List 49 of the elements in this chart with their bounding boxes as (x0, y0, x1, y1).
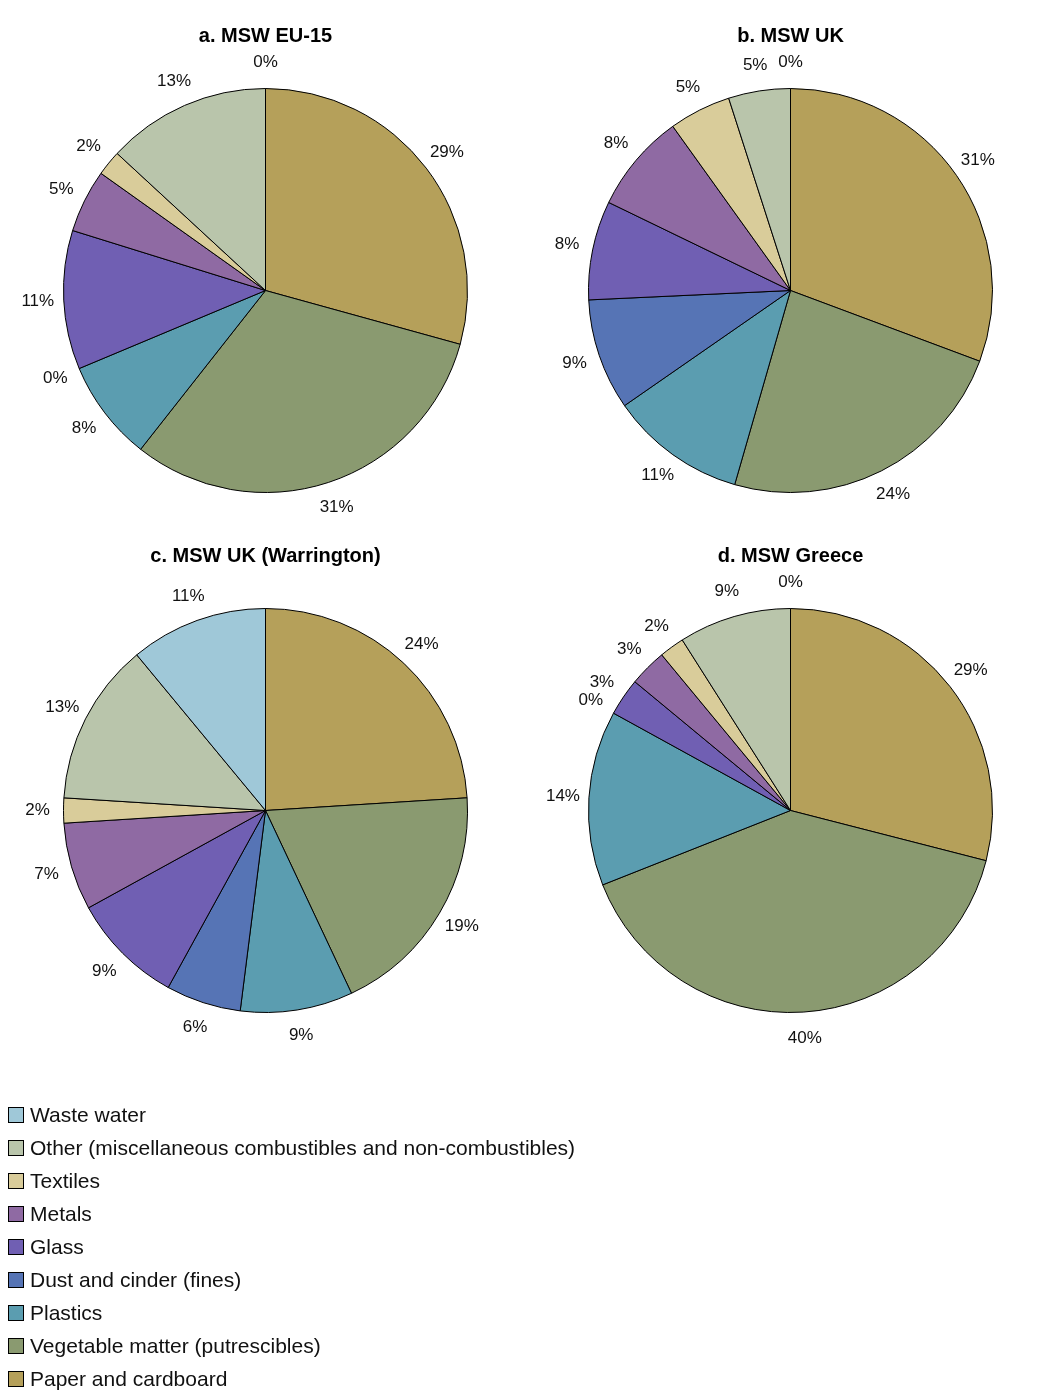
data-label: 5% (675, 76, 701, 96)
legend-label: Glass (30, 1234, 84, 1259)
data-label: 6% (182, 1017, 208, 1037)
text: 0% (778, 572, 803, 592)
data-label: 8% (603, 133, 629, 153)
data-label: 5% (48, 178, 74, 198)
data-label: 29% (429, 142, 464, 162)
data-label: 3% (616, 638, 642, 658)
data-label: 14% (545, 785, 580, 805)
legend-label: Plastics (30, 1300, 103, 1325)
data-label: 13% (45, 696, 80, 716)
data-label: 24% (404, 633, 439, 653)
data-label: 5% (742, 54, 768, 74)
text: 0% (253, 52, 278, 72)
legend-label: Other (miscellaneous combustibles and non-combustibles) (30, 1135, 576, 1160)
data-label: 31% (960, 150, 995, 170)
data-label: 13% (157, 71, 192, 91)
data-label: 8% (554, 234, 580, 254)
data-label: 40% (787, 1027, 822, 1047)
data-label: 9% (91, 961, 117, 981)
text: 0% (778, 52, 803, 72)
data-label: 2% (76, 136, 101, 156)
chart-title: c. MSW UK (Warrington) (150, 543, 381, 566)
data-label: 31% (319, 496, 354, 516)
legend-label: Dust and cinder (fines) (30, 1267, 242, 1292)
data-label: 11% (171, 585, 205, 605)
data-label: 3% (589, 672, 615, 692)
data-label: 8% (71, 418, 97, 438)
chart-title: b. MSW UK (737, 23, 845, 46)
data-label: 2% (25, 800, 50, 820)
chart-title: a. MSW EU-15 (198, 23, 333, 46)
legend-label: Vegetable matter (putrescibles) (30, 1333, 321, 1358)
chart-title: d. MSW Greece (717, 543, 864, 566)
data-label: 19% (444, 916, 479, 936)
data-label: 2% (644, 615, 669, 635)
text: 0% (42, 368, 68, 388)
data-label: 11% (21, 291, 55, 311)
legend-label: Paper and cardboard (30, 1366, 228, 1391)
data-label: 11% (641, 465, 675, 485)
data-label: 7% (34, 863, 59, 883)
legend-label: Metals (30, 1201, 92, 1226)
data-label: 9% (288, 1025, 314, 1045)
data-label: 24% (876, 483, 911, 503)
legend-label: Waste water (30, 1102, 146, 1127)
legend-label: Textiles (30, 1168, 101, 1193)
data-label: 9% (562, 353, 587, 373)
data-label: 29% (953, 660, 988, 680)
data-label: 9% (714, 581, 740, 601)
text: 0% (578, 690, 603, 710)
